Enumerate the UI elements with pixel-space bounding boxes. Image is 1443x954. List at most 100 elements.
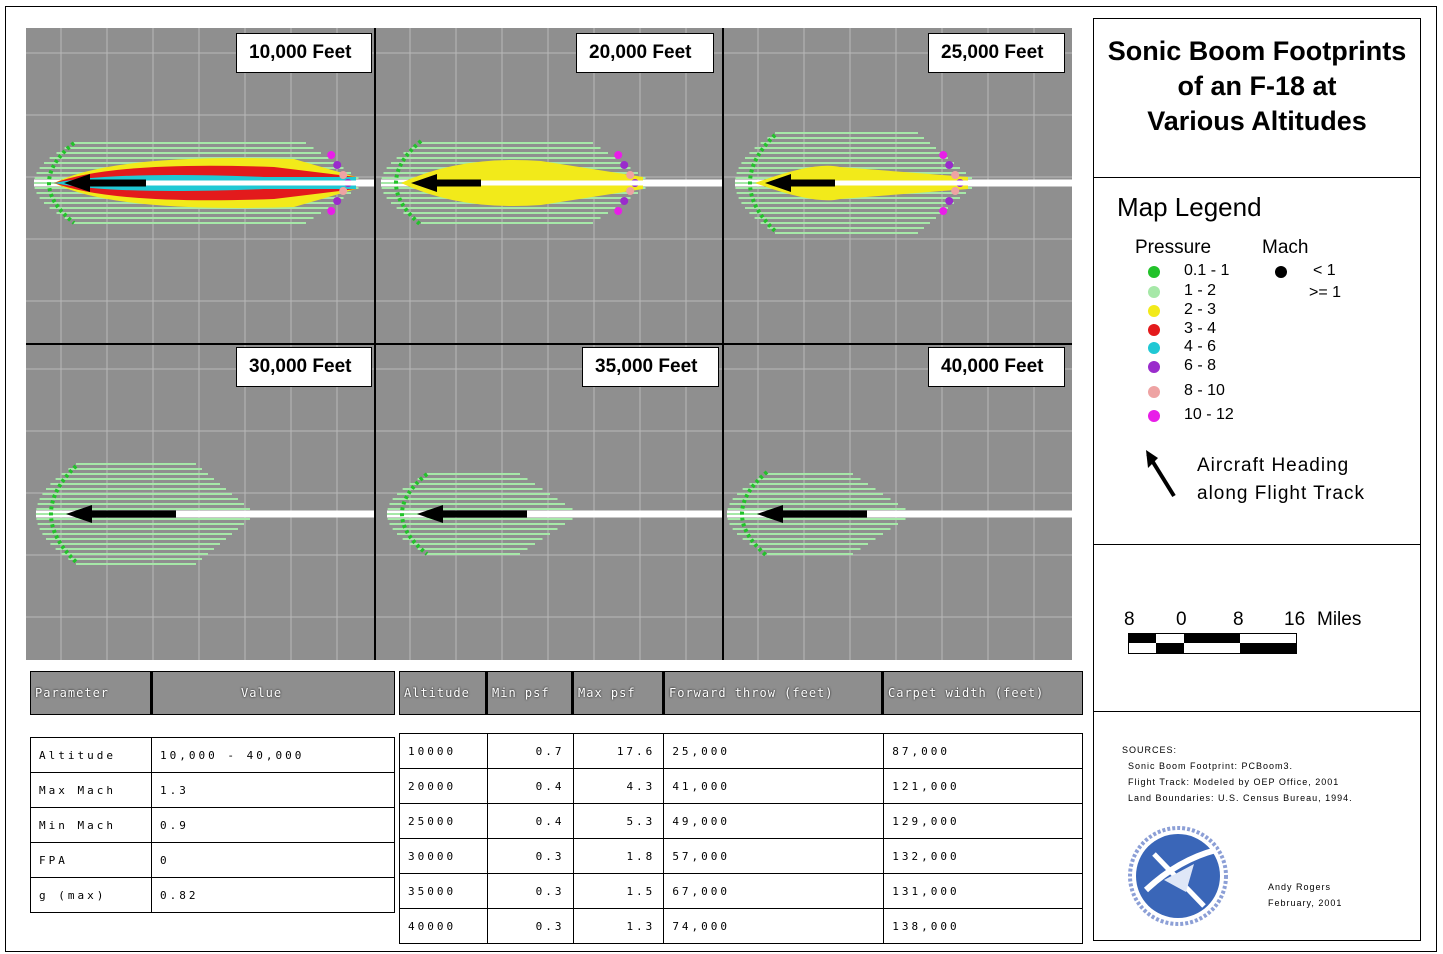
alt-header-max-psf: Max psf xyxy=(574,672,665,714)
pressure-point xyxy=(333,197,342,205)
pressure-swatch-dot xyxy=(1148,342,1160,354)
table-cell: 131,000 xyxy=(883,873,1083,909)
table-cell: 121,000 xyxy=(883,768,1083,804)
agency-seal-logo xyxy=(1128,826,1228,926)
table-cell: 129,000 xyxy=(883,803,1083,839)
table-row: g (max) 0.82 xyxy=(30,877,395,913)
sources-line: Flight Track: Modeled by OEP Office, 200… xyxy=(1128,777,1340,787)
pressure-item-label: 1 - 2 xyxy=(1184,282,1217,299)
table-row: 35000 0.3 1.5 67,000 131,000 xyxy=(399,873,1083,909)
footprint-plot xyxy=(375,344,723,660)
author-credit: Andy Rogers February, 2001 xyxy=(1268,879,1342,911)
pressure-item-label: 8 - 10 xyxy=(1184,382,1225,399)
heading-arrow-head xyxy=(417,505,443,523)
table-cell: 10,000 - 40,000 xyxy=(151,737,395,773)
scale-bar xyxy=(1128,633,1297,654)
table-cell: 138,000 xyxy=(883,908,1083,944)
table-cell: 1.3 xyxy=(151,772,395,808)
title-line: Sonic Boom Footprints xyxy=(1107,36,1407,66)
title-line: of an F-18 at xyxy=(1177,71,1337,101)
mach-heading: Mach xyxy=(1262,237,1309,258)
table-cell: 35000 xyxy=(399,873,488,909)
pressure-point xyxy=(333,161,342,169)
pressure-item-label: 0.1 - 1 xyxy=(1184,262,1230,279)
footprint-leading-edge xyxy=(49,464,78,564)
pressure-swatch-dot xyxy=(1148,286,1160,298)
panel-label: 40,000 Feet xyxy=(928,347,1065,387)
sources-heading: SOURCES: xyxy=(1122,745,1178,755)
table-cell: Max Mach xyxy=(30,772,152,808)
heading-arrow-head xyxy=(64,174,90,192)
panel-label: 30,000 Feet xyxy=(236,347,372,387)
param-header-parameter: Parameter xyxy=(31,672,153,714)
pressure-point xyxy=(945,161,954,169)
map-frame xyxy=(5,6,1437,952)
legend-heading: Map Legend xyxy=(1117,192,1262,222)
table-row: 10000 0.7 17.6 25,000 87,000 xyxy=(399,733,1083,769)
author-name: Andy Rogers xyxy=(1268,882,1332,892)
table-cell: 74,000 xyxy=(663,908,885,944)
table-cell: 30000 xyxy=(399,838,488,874)
mach-item-label: < 1 xyxy=(1313,262,1336,279)
scale-tick-label: 8 xyxy=(1233,609,1244,630)
pressure-swatch-dot xyxy=(1148,361,1160,373)
pressure-swatch-dot xyxy=(1148,266,1160,278)
mach-item-label: >= 1 xyxy=(1309,284,1342,301)
table-cell: 0.4 xyxy=(486,768,574,804)
footprint-leading-edge xyxy=(394,139,423,227)
pressure-swatch-dot xyxy=(1148,410,1160,422)
aircraft-heading-arrow-icon xyxy=(1146,450,1176,498)
pressure-point xyxy=(945,197,954,205)
sources-line: Sonic Boom Footprint: PCBoom3. xyxy=(1128,761,1294,771)
table-cell: 1.5 xyxy=(572,873,665,909)
panel-10000-feet: 10,000 Feet xyxy=(26,28,375,344)
panel-label: 35,000 Feet xyxy=(582,347,719,387)
altitude-footprint-table: 10000 0.7 17.6 25,000 87,000 20000 0.4 4.3 41,00… xyxy=(399,733,1083,944)
footprint-plot xyxy=(723,344,1072,660)
scale-tick-label: 8 xyxy=(1124,609,1135,630)
table-cell: 87,000 xyxy=(883,733,1083,769)
pressure-point xyxy=(620,197,629,205)
table-cell: 0.3 xyxy=(486,838,574,874)
table-cell: 40000 xyxy=(399,908,488,944)
panel-25000-feet: 25,000 Feet xyxy=(723,28,1072,344)
scale-bar-box: 8 0 8 16 Miles xyxy=(1093,544,1421,712)
table-cell: Altitude xyxy=(30,737,152,773)
alt-header-min-psf: Min psf xyxy=(488,672,574,714)
panel-label: 10,000 Feet xyxy=(236,33,372,73)
pressure-point xyxy=(951,187,960,195)
footprint-plot xyxy=(723,28,1072,344)
panel-label: 20,000 Feet xyxy=(576,33,714,73)
map-title: Sonic Boom Footprints of an F-18 at Vari… xyxy=(1094,34,1420,139)
pressure-item-label: 6 - 8 xyxy=(1184,357,1217,374)
heading-arrow-head xyxy=(765,174,791,192)
param-table-header: Parameter Value xyxy=(30,671,395,715)
pressure-swatch-dot xyxy=(1148,386,1160,398)
table-cell: 0.3 xyxy=(486,908,574,944)
table-cell: 25,000 xyxy=(663,733,885,769)
table-cell: 0.7 xyxy=(486,733,574,769)
table-row: 20000 0.4 4.3 41,000 121,000 xyxy=(399,768,1083,804)
table-cell: 1.3 xyxy=(572,908,665,944)
pressure-swatch-dot xyxy=(1148,324,1160,336)
pressure-point xyxy=(939,207,948,215)
table-row: Min Mach 0.9 xyxy=(30,807,395,843)
table-row: 30000 0.3 1.8 57,000 132,000 xyxy=(399,838,1083,874)
table-cell: 0.9 xyxy=(151,807,395,843)
mach-below-1-dot xyxy=(1275,266,1287,278)
footprint-plot xyxy=(26,344,375,660)
pressure-point xyxy=(327,207,336,215)
table-cell: 132,000 xyxy=(883,838,1083,874)
pressure-swatch-dot xyxy=(1148,305,1160,317)
legend-box: Map Legend Pressure Mach 0.1 - 1 1 - 2 2 -… xyxy=(1093,177,1421,545)
table-cell: 57,000 xyxy=(663,838,885,874)
heading-arrow-head xyxy=(757,505,783,523)
footprint-leading-edge xyxy=(47,141,76,225)
heading-arrow-head xyxy=(411,174,437,192)
map-date: February, 2001 xyxy=(1268,898,1343,908)
table-cell: FPA xyxy=(30,842,152,878)
pressure-heading: Pressure xyxy=(1135,237,1212,258)
panel-30000-feet: 30,000 Feet xyxy=(26,344,375,660)
table-cell: 0.4 xyxy=(486,803,574,839)
table-cell: Min Mach xyxy=(30,807,152,843)
